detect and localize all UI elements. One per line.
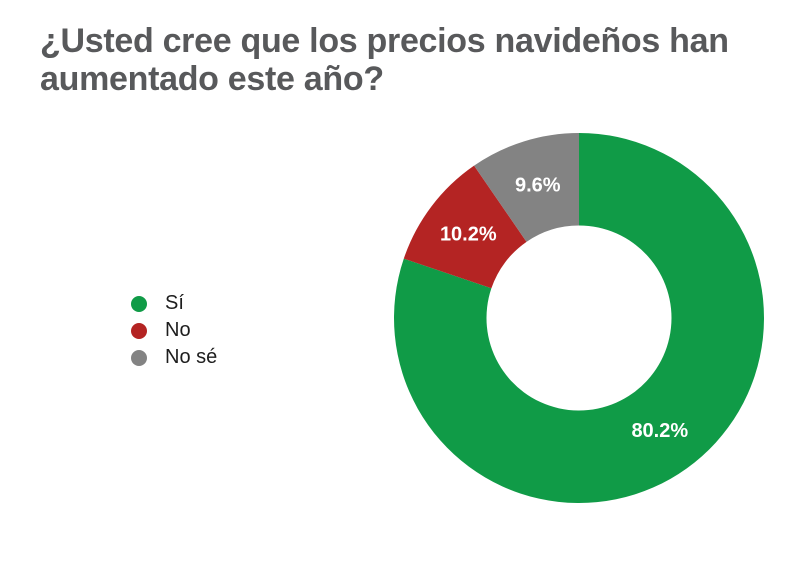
chart-legend: Sí No No sé xyxy=(131,290,217,371)
legend-dot-no xyxy=(131,322,147,339)
slice-label-no: 10.2% xyxy=(440,223,497,245)
donut-slice-no xyxy=(403,165,527,289)
legend-label-no-se: No sé xyxy=(165,346,218,368)
slice-label-si: 80.2% xyxy=(631,420,688,442)
slice-label-no-se: 9.6% xyxy=(515,175,561,197)
legend-label-no: No xyxy=(165,319,191,341)
legend-item-no-se: No sé xyxy=(131,344,217,371)
legend-label-si: Sí xyxy=(165,292,184,314)
donut-slice-si xyxy=(394,133,765,503)
legend-dot-no-se xyxy=(131,349,147,366)
chart-title: ¿Usted cree que los precios navideños ha… xyxy=(40,22,729,98)
legend-dot-si xyxy=(131,295,147,312)
legend-item-no: No xyxy=(131,317,217,344)
donut-slice-no-se xyxy=(474,133,579,242)
legend-item-si: Sí xyxy=(131,290,217,317)
